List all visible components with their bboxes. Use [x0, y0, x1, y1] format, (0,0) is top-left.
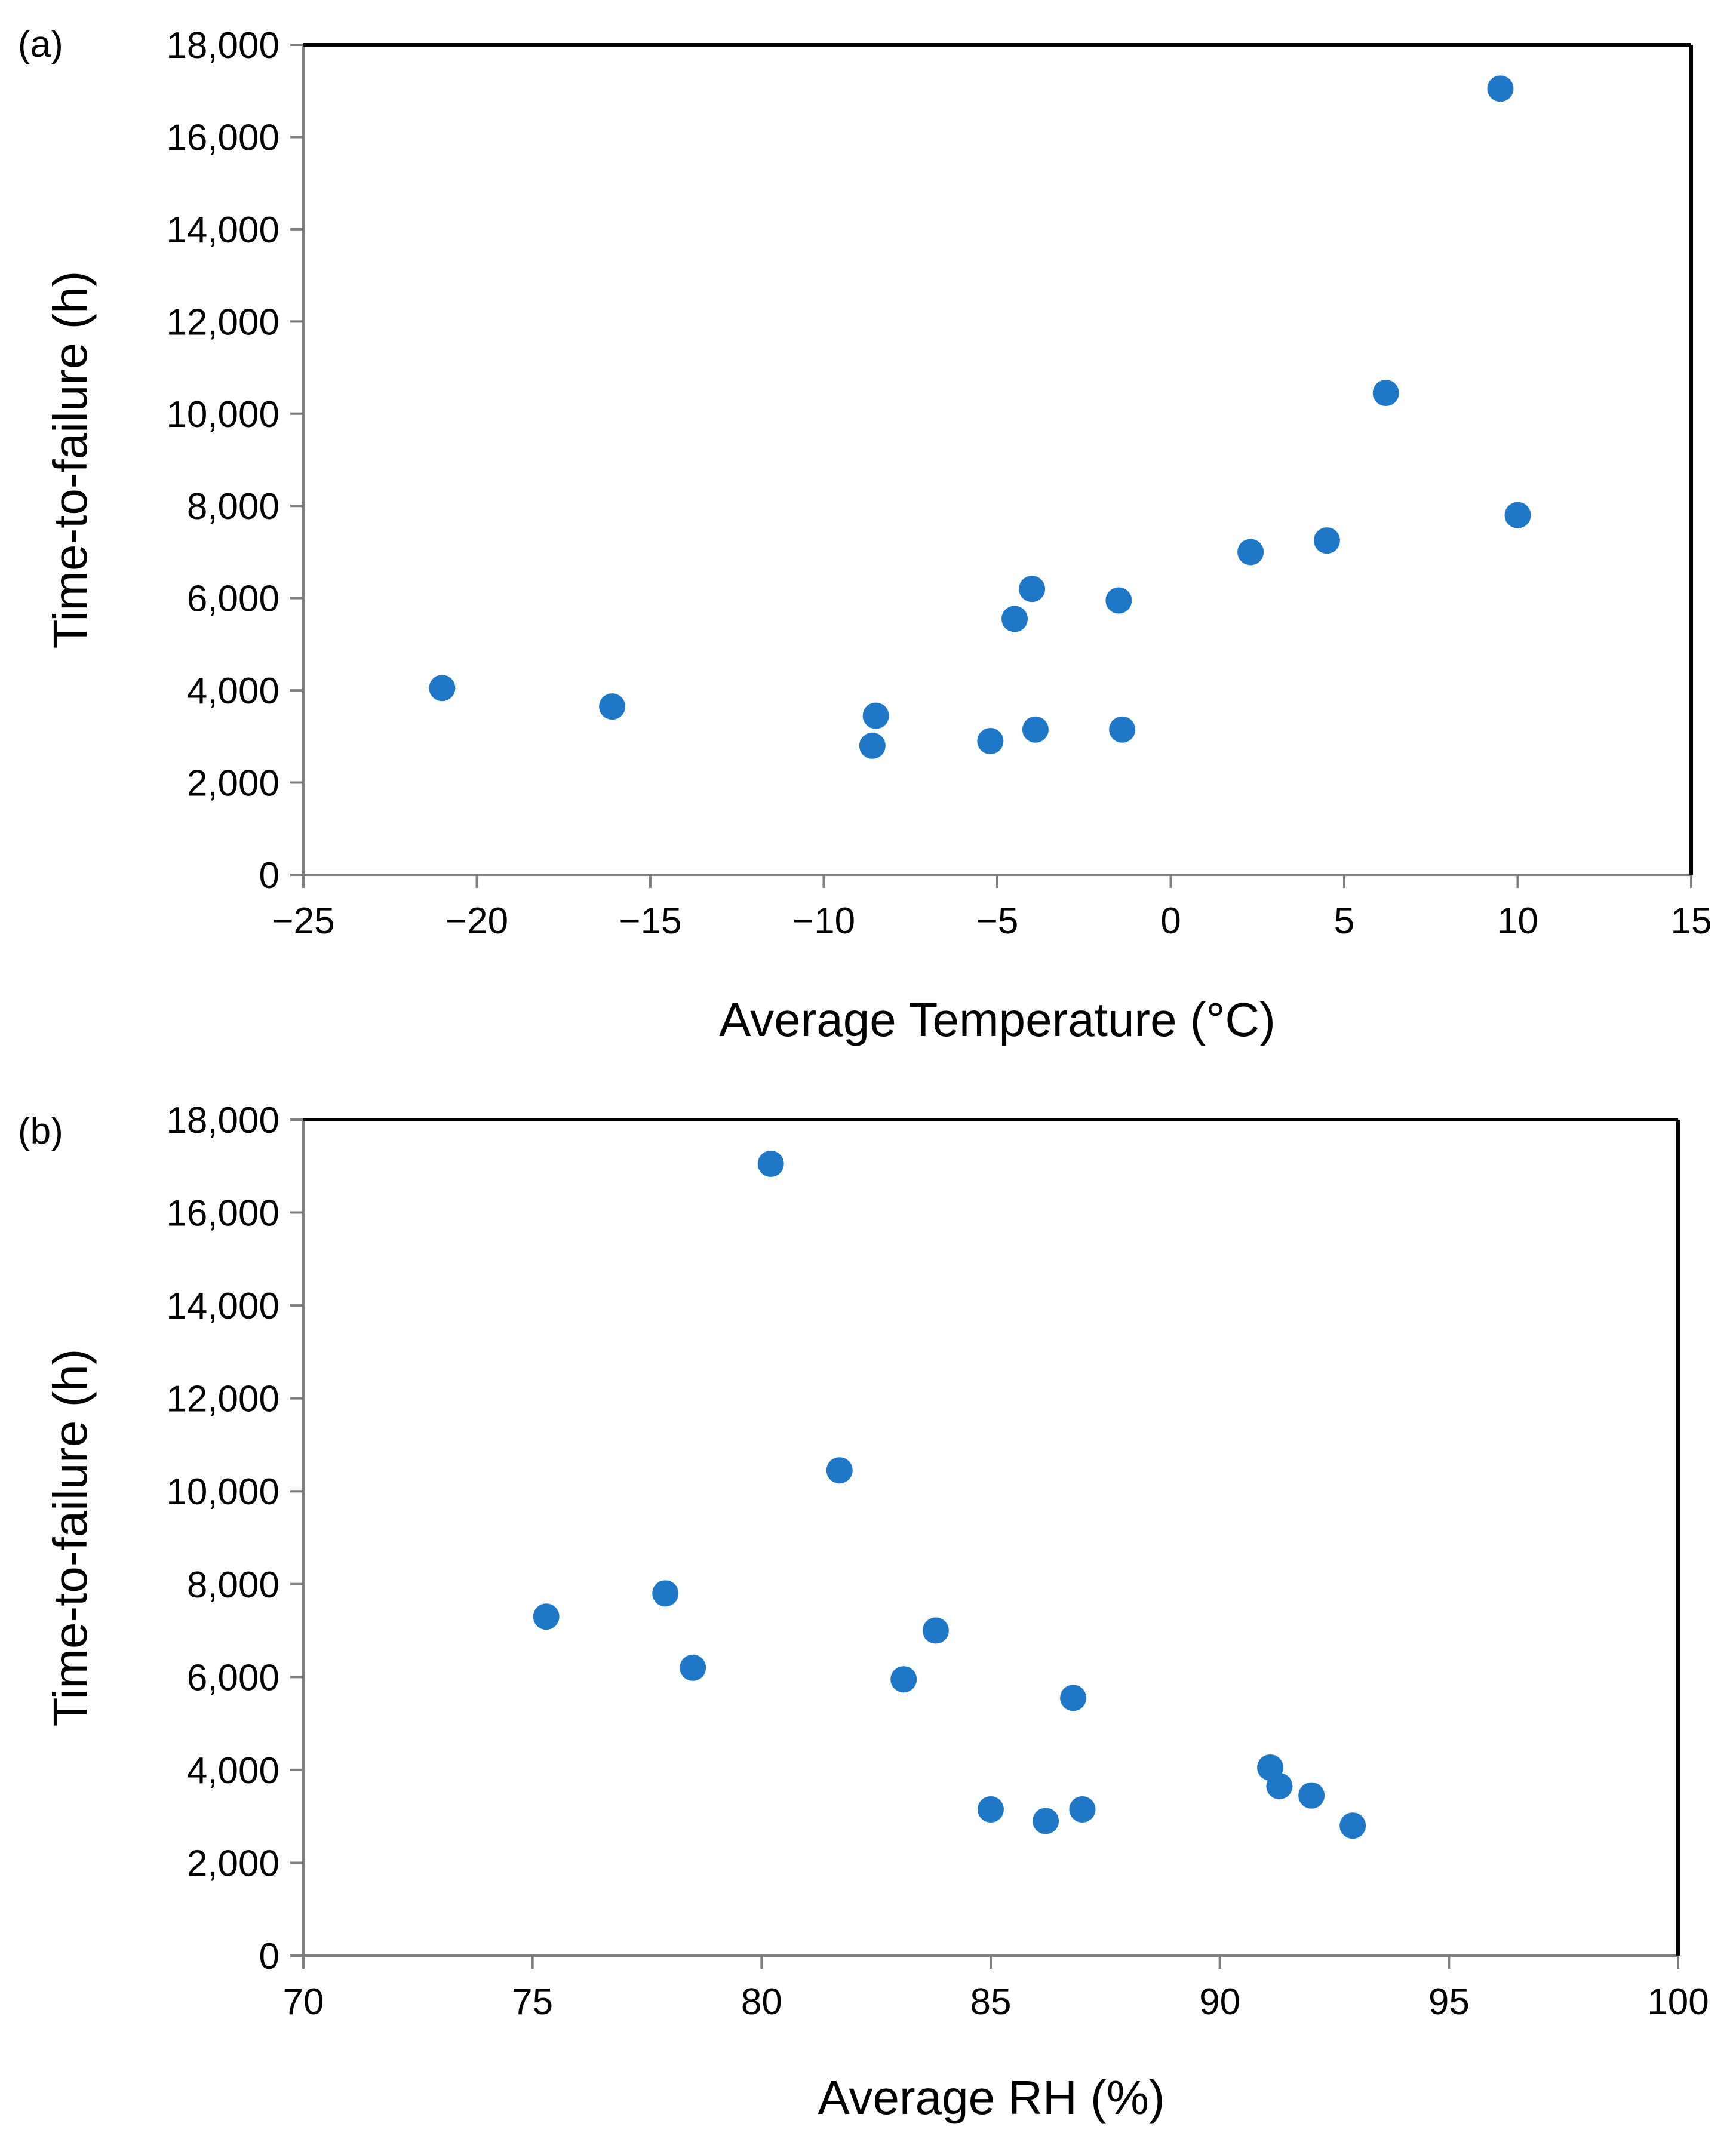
data-point [922, 1617, 949, 1644]
panel-label-b: (b) [18, 1111, 63, 1152]
y-tick-label: 8,000 [187, 486, 279, 527]
data-point [1372, 380, 1399, 407]
x-tick-label: −5 [976, 901, 1019, 942]
data-point [533, 1603, 560, 1630]
data-point [1033, 1808, 1059, 1834]
data-point [1266, 1773, 1293, 1800]
x-ticks-b: 70 75 80 85 90 95 100 [283, 1956, 1709, 2023]
data-point [429, 675, 456, 702]
plot-area-b [303, 1120, 1678, 1956]
x-tick-label: 10 [1497, 901, 1538, 942]
y-tick-label: 18,000 [166, 1100, 279, 1141]
data-point [1105, 587, 1132, 614]
data-point [757, 1150, 784, 1177]
x-tick-label: 95 [1428, 1981, 1470, 2023]
data-point [826, 1457, 853, 1484]
x-ticks-a: −25 −20 −15 −10 −5 0 5 10 15 [272, 875, 1712, 942]
x-tick-label: 75 [512, 1981, 553, 2023]
data-point [1487, 75, 1514, 102]
y-tick-label: 10,000 [166, 1471, 279, 1513]
data-point [1022, 716, 1049, 743]
data-point [680, 1654, 706, 1681]
panel-a-temperature: (a) 0 2,000 4,000 6,000 8,000 10,000 12,000 14,… [18, 24, 1712, 1046]
y-tick-label: 12,000 [166, 1379, 279, 1420]
y-tick-label: 4,000 [187, 671, 279, 712]
y-tick-label: 0 [259, 855, 279, 896]
data-points-a [429, 75, 1531, 759]
y-tick-label: 4,000 [187, 1750, 279, 1791]
x-tick-label: 15 [1671, 901, 1712, 942]
data-point [1237, 539, 1264, 566]
data-point [652, 1580, 679, 1607]
data-points-b [533, 1150, 1366, 1839]
x-tick-label: 100 [1647, 1981, 1709, 2023]
data-point [1001, 606, 1028, 632]
x-tick-label: −15 [619, 901, 681, 942]
y-tick-label: 14,000 [166, 210, 279, 251]
x-tick-label: −25 [272, 901, 334, 942]
x-axis-title-a: Average Temperature (°C) [719, 993, 1276, 1046]
data-point [1504, 502, 1531, 528]
y-tick-label: 18,000 [166, 25, 279, 66]
data-point [1019, 576, 1046, 603]
y-tick-label: 16,000 [166, 1193, 279, 1234]
data-point [1069, 1796, 1096, 1823]
y-ticks-a: 0 2,000 4,000 6,000 8,000 10,000 12,000 14,000 1… [166, 25, 303, 896]
data-point [1313, 527, 1340, 554]
y-tick-label: 8,000 [187, 1565, 279, 1606]
y-tick-label: 2,000 [187, 763, 279, 804]
y-tick-label: 10,000 [166, 394, 279, 435]
data-point [1109, 716, 1136, 743]
y-axis-title-a: Time-to-failure (h) [44, 271, 97, 649]
x-tick-label: 85 [970, 1981, 1012, 2023]
panel-label-a: (a) [18, 24, 63, 65]
data-point [1060, 1685, 1087, 1711]
x-tick-label: 80 [741, 1981, 782, 2023]
x-tick-label: 0 [1160, 901, 1181, 942]
x-axis-title-b: Average RH (%) [818, 2071, 1165, 2124]
x-tick-label: 90 [1199, 1981, 1240, 2023]
y-axis-title-b: Time-to-failure (h) [44, 1349, 97, 1727]
y-tick-label: 12,000 [166, 302, 279, 343]
data-point [862, 702, 889, 729]
y-tick-label: 6,000 [187, 1657, 279, 1698]
data-point [599, 693, 626, 720]
x-tick-label: −20 [445, 901, 508, 942]
x-tick-label: −10 [792, 901, 855, 942]
y-tick-label: 16,000 [166, 117, 279, 158]
data-point [1339, 1812, 1366, 1839]
data-point [859, 732, 886, 759]
x-tick-label: 5 [1334, 901, 1354, 942]
y-tick-label: 2,000 [187, 1843, 279, 1884]
y-tick-label: 14,000 [166, 1286, 279, 1327]
data-point [977, 728, 1004, 755]
data-point [890, 1666, 917, 1693]
y-tick-label: 0 [259, 1936, 279, 1977]
y-ticks-b: 0 2,000 4,000 6,000 8,000 10,000 12,000 14,000 1… [166, 1100, 303, 1977]
x-tick-label: 70 [283, 1981, 324, 2023]
data-point [978, 1796, 1004, 1823]
y-tick-label: 6,000 [187, 579, 279, 620]
panel-b-humidity: (b) 0 2,000 4,000 6,000 8,000 10,000 12,000 14,… [18, 1100, 1709, 2124]
data-point [1298, 1782, 1325, 1809]
